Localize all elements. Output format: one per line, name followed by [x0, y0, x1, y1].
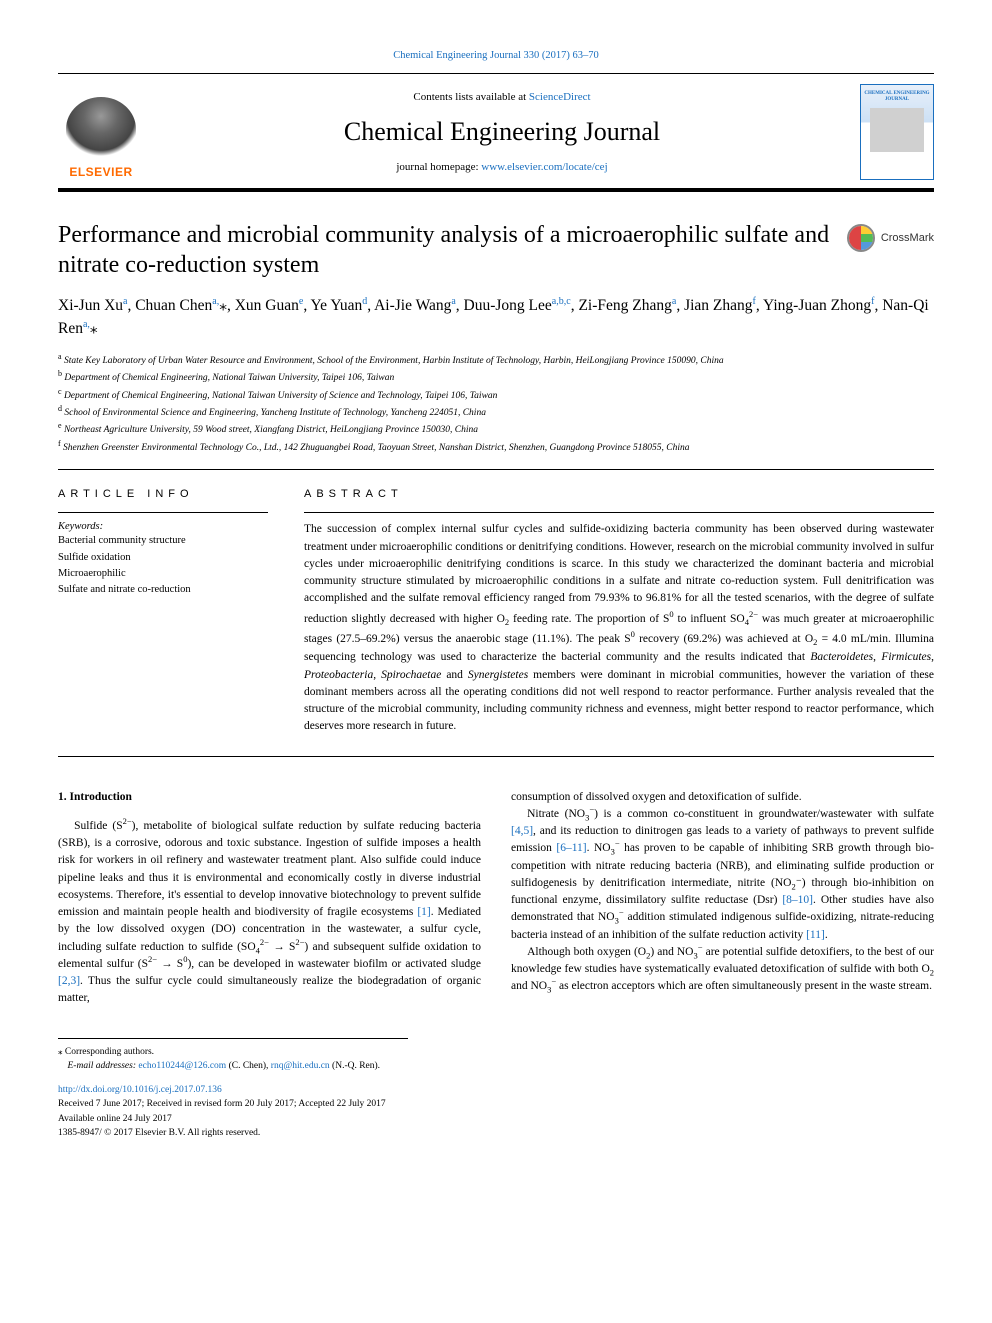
running-head: Chemical Engineering Journal 330 (2017) …: [58, 50, 934, 61]
homepage-link[interactable]: www.elsevier.com/locate/cej: [481, 161, 607, 173]
pub-history: Received 7 June 2017; Received in revise…: [58, 1099, 386, 1109]
masthead-center: Contents lists available at ScienceDirec…: [162, 91, 842, 173]
contents-prefix: Contents lists available at: [413, 91, 528, 103]
publication-info: http://dx.doi.org/10.1016/j.cej.2017.07.…: [58, 1083, 934, 1140]
ref-link[interactable]: [2,3]: [58, 975, 80, 987]
sciencedirect-link[interactable]: ScienceDirect: [529, 91, 591, 103]
email-name-2: (N.-Q. Ren).: [330, 1061, 380, 1071]
keywords-list: Bacterial community structureSulfide oxi…: [58, 533, 268, 598]
homepage-prefix: journal homepage:: [396, 161, 481, 173]
doi-link[interactable]: http://dx.doi.org/10.1016/j.cej.2017.07.…: [58, 1085, 222, 1095]
body-paragraph: Sulfide (S2−), metabolite of biological …: [58, 818, 481, 1008]
divider: [58, 469, 934, 470]
affiliations-list: a State Key Laboratory of Urban Water Re…: [58, 351, 934, 455]
journal-cover-thumb: CHEMICAL ENGINEERING JOURNAL: [860, 84, 934, 180]
article-info-block: ARTICLE INFO Keywords: Bacterial communi…: [58, 488, 268, 735]
corresponding-star: ⁎: [58, 1046, 63, 1056]
homepage-line: journal homepage: www.elsevier.com/locat…: [162, 161, 842, 173]
email-name-1: (C. Chen),: [226, 1061, 271, 1071]
footnotes: ⁎ Corresponding authors. E-mail addresse…: [58, 1038, 408, 1074]
divider: [58, 756, 934, 757]
authors-list: Xi-Jun Xua, Chuan Chena,⁎, Xun Guane, Ye…: [58, 294, 934, 341]
abstract-heading: ABSTRACT: [304, 488, 934, 500]
ref-link[interactable]: [6–11]: [556, 842, 586, 854]
body-paragraph: consumption of dissolved oxygen and deto…: [511, 789, 934, 806]
running-head-link[interactable]: Chemical Engineering Journal 330 (2017) …: [393, 50, 599, 61]
elsevier-wordmark: ELSEVIER: [69, 165, 132, 179]
ref-link[interactable]: [4,5]: [511, 825, 533, 837]
crossmark-badge[interactable]: CrossMark: [847, 224, 934, 252]
email-link-2[interactable]: rnq@hit.edu.cn: [271, 1061, 330, 1071]
body-paragraph: Although both oxygen (O2) and NO3− are p…: [511, 944, 934, 996]
abstract-block: ABSTRACT The succession of complex inter…: [304, 488, 934, 735]
elsevier-logo: ELSEVIER: [58, 85, 144, 179]
ref-link[interactable]: [8–10]: [782, 894, 813, 906]
cover-thumb-title: CHEMICAL ENGINEERING JOURNAL: [861, 91, 933, 102]
crossmark-icon: [847, 224, 875, 252]
pub-online: Available online 24 July 2017: [58, 1114, 172, 1124]
abstract-text: The succession of complex internal sulfu…: [304, 521, 934, 735]
ref-link[interactable]: [11]: [806, 929, 825, 941]
email-label: E-mail addresses:: [68, 1061, 139, 1071]
pub-copyright: 1385-8947/ © 2017 Elsevier B.V. All righ…: [58, 1128, 260, 1138]
article-title: Performance and microbial community anal…: [58, 220, 833, 280]
body-paragraph: Nitrate (NO3−) is a common co-constituen…: [511, 806, 934, 944]
crossmark-label: CrossMark: [881, 232, 934, 244]
elsevier-tree-icon: [66, 97, 136, 161]
section-heading-intro: 1. Introduction: [58, 789, 481, 806]
cover-thumb-image: [870, 108, 924, 152]
email-link-1[interactable]: echo110244@126.com: [138, 1061, 226, 1071]
body-text: 1. Introduction Sulfide (S2−), metabolit…: [58, 789, 934, 1008]
keywords-label: Keywords:: [58, 521, 268, 532]
ref-link[interactable]: [1]: [417, 906, 430, 918]
masthead: ELSEVIER Contents lists available at Sci…: [58, 73, 934, 192]
article-info-heading: ARTICLE INFO: [58, 488, 268, 500]
contents-line: Contents lists available at ScienceDirec…: [162, 91, 842, 103]
corresponding-label: Corresponding authors.: [65, 1047, 154, 1057]
journal-name: Chemical Engineering Journal: [162, 117, 842, 147]
